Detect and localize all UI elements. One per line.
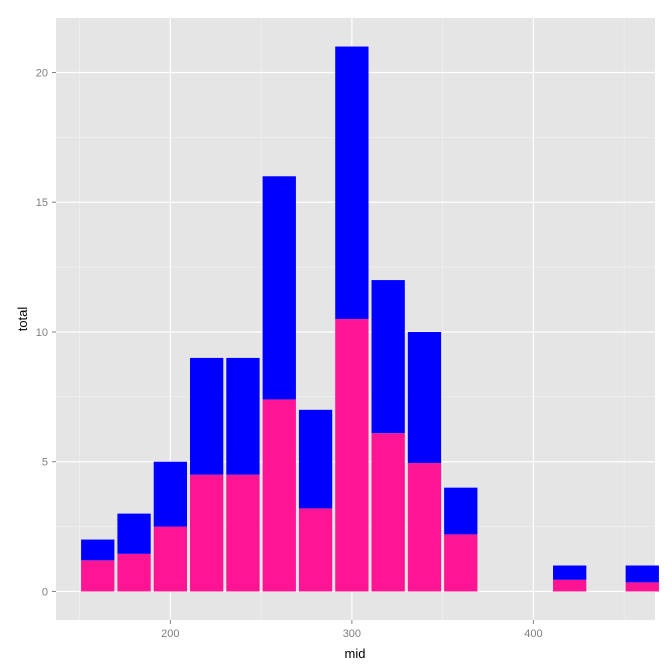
- bar-segment-series-1: [226, 357, 260, 475]
- bar-segment-series-1: [190, 357, 224, 475]
- axes: 200 300 400 0 5 10 15 20: [36, 67, 543, 640]
- bar-segment-series-0: [335, 319, 369, 592]
- bar-segment-series-1: [625, 565, 659, 583]
- x-tick-label: 300: [343, 628, 361, 640]
- bar-segment-series-0: [553, 579, 587, 592]
- x-tick-label: 200: [161, 628, 179, 640]
- bar-segment-series-1: [262, 176, 296, 400]
- y-tick-label: 5: [42, 457, 48, 469]
- bar-segment-series-0: [625, 582, 659, 592]
- bar-segment-series-0: [407, 463, 442, 592]
- x-tick-label: 400: [524, 628, 542, 640]
- y-tick-label: 15: [36, 197, 48, 209]
- bar-segment-series-0: [81, 560, 115, 592]
- y-tick-label: 20: [36, 67, 48, 79]
- bar-segment-series-1: [81, 539, 115, 561]
- bar-segment-series-1: [153, 461, 187, 527]
- y-tick-label: 0: [42, 586, 48, 598]
- x-axis-title: mid: [345, 646, 366, 661]
- bar-segment-series-1: [553, 565, 587, 580]
- bars: [81, 46, 659, 592]
- bar-segment-series-0: [117, 553, 151, 592]
- bar-segment-series-0: [371, 433, 405, 592]
- bar-segment-series-1: [335, 46, 369, 319]
- bar-segment-series-1: [444, 487, 478, 535]
- bar-segment-series-0: [298, 508, 333, 592]
- y-axis-title: total: [15, 307, 30, 332]
- bar-segment-series-0: [262, 399, 296, 592]
- bar-segment-series-1: [407, 331, 442, 464]
- bar-segment-series-0: [444, 534, 478, 592]
- bar-segment-series-0: [226, 474, 260, 592]
- bar-segment-series-0: [153, 526, 187, 592]
- bar-segment-series-1: [117, 513, 151, 554]
- bar-segment-series-0: [190, 474, 224, 592]
- y-tick-label: 10: [36, 327, 48, 339]
- bar-segment-series-1: [371, 280, 405, 434]
- bar-segment-series-1: [298, 409, 333, 509]
